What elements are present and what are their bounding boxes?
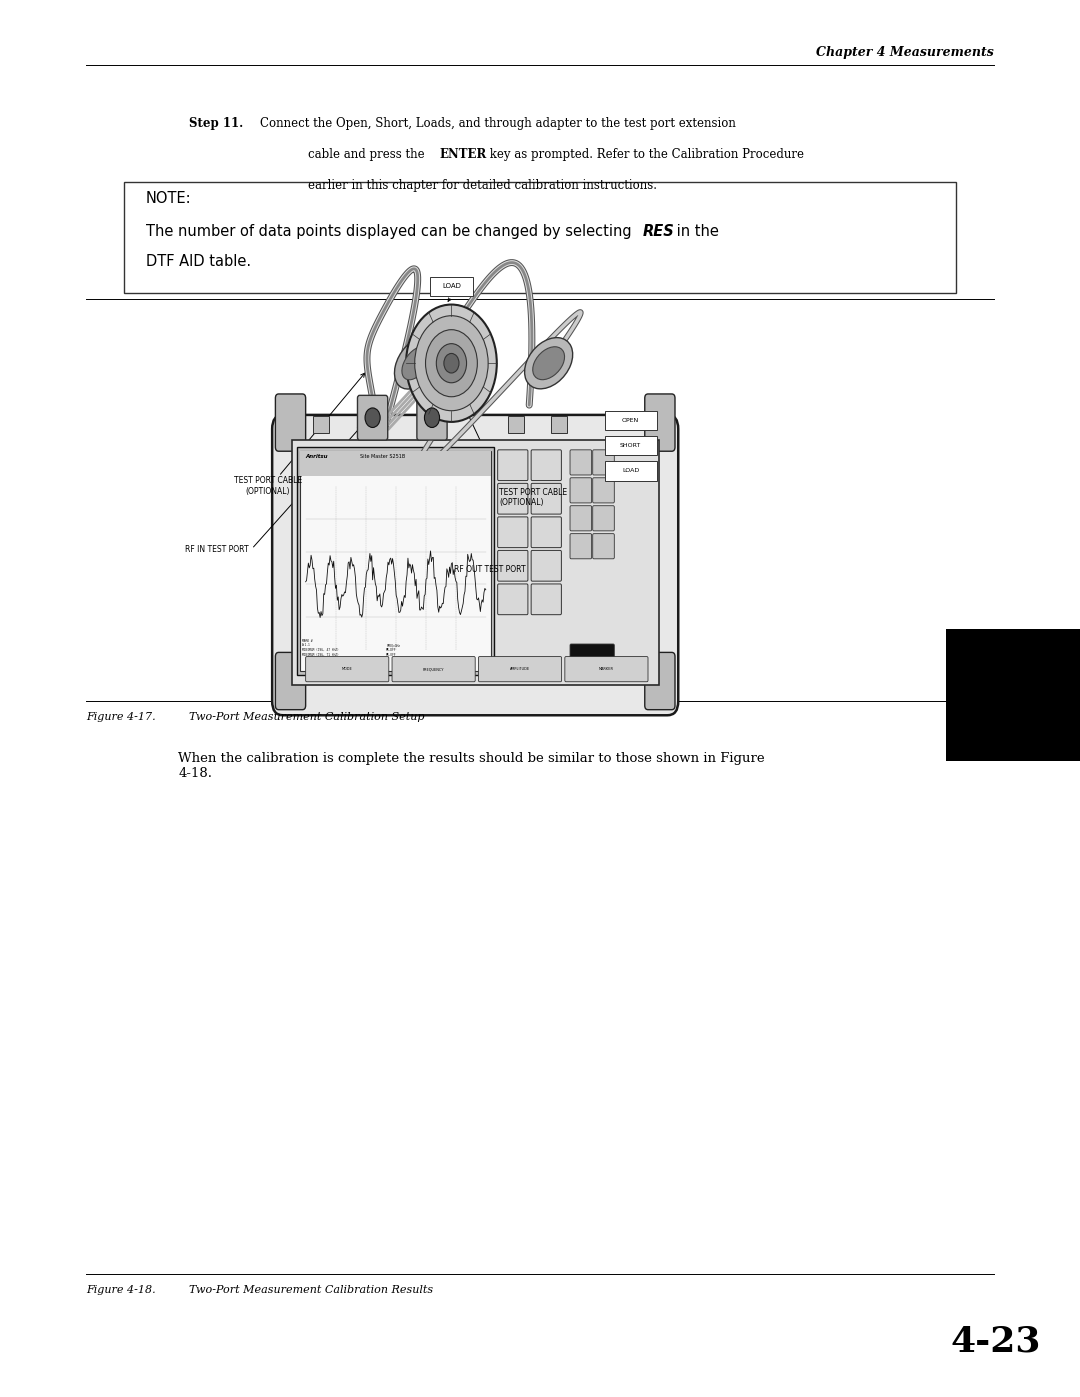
- Text: Two-Port Measurement Calibration Setup: Two-Port Measurement Calibration Setup: [189, 712, 424, 722]
- FancyBboxPatch shape: [565, 657, 648, 682]
- Bar: [297, 447, 495, 675]
- Text: Anritsu: Anritsu: [306, 454, 328, 460]
- FancyBboxPatch shape: [645, 652, 675, 710]
- Text: Chapter 4 Measurements: Chapter 4 Measurements: [815, 46, 994, 59]
- Text: NOTE:: NOTE:: [146, 191, 191, 207]
- Text: AMPLITUDE: AMPLITUDE: [510, 668, 530, 671]
- Text: cable and press the: cable and press the: [308, 148, 428, 161]
- Text: TEST PORT CABLE
(OPTIONAL): TEST PORT CABLE (OPTIONAL): [233, 476, 302, 496]
- FancyBboxPatch shape: [357, 395, 388, 440]
- Text: FREQUENCY: FREQUENCY: [423, 668, 444, 671]
- Text: RF OUT TEST PORT: RF OUT TEST PORT: [454, 566, 525, 574]
- FancyBboxPatch shape: [593, 450, 615, 475]
- Bar: [551, 416, 567, 433]
- FancyBboxPatch shape: [605, 411, 657, 430]
- FancyBboxPatch shape: [478, 657, 562, 682]
- Ellipse shape: [525, 338, 572, 388]
- FancyBboxPatch shape: [498, 550, 528, 581]
- Text: MARKER: MARKER: [599, 668, 613, 671]
- FancyBboxPatch shape: [531, 450, 562, 481]
- Text: RES: RES: [643, 224, 674, 239]
- Bar: [124, 182, 956, 293]
- Text: Figure 4-17.: Figure 4-17.: [86, 712, 156, 722]
- FancyBboxPatch shape: [531, 550, 562, 581]
- Ellipse shape: [394, 338, 437, 388]
- FancyBboxPatch shape: [570, 644, 615, 669]
- FancyBboxPatch shape: [531, 517, 562, 548]
- Circle shape: [426, 330, 477, 397]
- Text: MODE: MODE: [342, 668, 352, 671]
- Text: ENTER: ENTER: [440, 148, 487, 161]
- Bar: [300, 451, 491, 671]
- Circle shape: [415, 316, 488, 411]
- Bar: [508, 416, 524, 433]
- Bar: [292, 440, 659, 685]
- Text: key as prompted. Refer to the Calibration Procedure: key as prompted. Refer to the Calibratio…: [486, 148, 804, 161]
- FancyBboxPatch shape: [645, 394, 675, 451]
- Ellipse shape: [402, 346, 430, 380]
- FancyBboxPatch shape: [498, 584, 528, 615]
- FancyBboxPatch shape: [531, 584, 562, 615]
- Circle shape: [406, 305, 497, 422]
- Circle shape: [436, 344, 467, 383]
- Text: The number of data points displayed can be changed by selecting: The number of data points displayed can …: [146, 224, 636, 239]
- Ellipse shape: [532, 346, 565, 380]
- FancyBboxPatch shape: [498, 450, 528, 481]
- Text: LOAD: LOAD: [442, 284, 461, 289]
- Text: DTF AID table.: DTF AID table.: [146, 254, 251, 270]
- FancyBboxPatch shape: [417, 395, 447, 440]
- FancyBboxPatch shape: [275, 652, 306, 710]
- Text: 4-23: 4-23: [950, 1324, 1041, 1358]
- Circle shape: [365, 408, 380, 427]
- FancyBboxPatch shape: [392, 657, 475, 682]
- Bar: [300, 451, 491, 476]
- FancyBboxPatch shape: [570, 534, 592, 559]
- FancyBboxPatch shape: [605, 436, 657, 455]
- Circle shape: [424, 408, 440, 427]
- Text: LOAD: LOAD: [622, 468, 639, 474]
- FancyBboxPatch shape: [498, 517, 528, 548]
- Text: FREQ=GHz
MR-DFF
MR-OFF: FREQ=GHz MR-DFF MR-OFF: [387, 644, 401, 657]
- FancyBboxPatch shape: [570, 506, 592, 531]
- Bar: [313, 416, 329, 433]
- FancyBboxPatch shape: [531, 483, 562, 514]
- FancyBboxPatch shape: [570, 478, 592, 503]
- FancyBboxPatch shape: [430, 277, 473, 296]
- Bar: [946, 629, 1080, 761]
- Text: Figure 4-18.: Figure 4-18.: [86, 1285, 156, 1295]
- Text: TEST PORT CABLE
(OPTIONAL): TEST PORT CABLE (OPTIONAL): [499, 488, 567, 507]
- Text: When the calibration is complete the results should be similar to those shown in: When the calibration is complete the res…: [178, 752, 765, 780]
- FancyBboxPatch shape: [498, 483, 528, 514]
- Text: Site Master S251B: Site Master S251B: [360, 454, 405, 460]
- FancyBboxPatch shape: [272, 415, 678, 715]
- FancyBboxPatch shape: [593, 534, 615, 559]
- Text: SHORT: SHORT: [620, 443, 642, 448]
- Circle shape: [444, 353, 459, 373]
- FancyBboxPatch shape: [593, 506, 615, 531]
- Text: Connect the Open, Short, Loads, and through adapter to the test port extension: Connect the Open, Short, Loads, and thro…: [260, 117, 737, 130]
- Text: Two-Port Measurement Calibration Results: Two-Port Measurement Calibration Results: [189, 1285, 433, 1295]
- Text: RF IN TEST PORT: RF IN TEST PORT: [185, 545, 248, 553]
- FancyBboxPatch shape: [593, 478, 615, 503]
- Text: Step 11.: Step 11.: [189, 117, 243, 130]
- Text: OPEN: OPEN: [622, 418, 639, 423]
- FancyBboxPatch shape: [570, 450, 592, 475]
- FancyBboxPatch shape: [306, 657, 389, 682]
- FancyBboxPatch shape: [275, 394, 306, 451]
- FancyBboxPatch shape: [605, 461, 657, 481]
- Text: in the: in the: [672, 224, 718, 239]
- Text: MARK #
A:1.1
MINIMUM (19G, 47 HHZ)
MINIMUM (19G, 71 HHZ): MARK # A:1.1 MINIMUM (19G, 47 HHZ) MINIM…: [302, 638, 339, 657]
- Text: earlier in this chapter for detailed calibration instructions.: earlier in this chapter for detailed cal…: [308, 179, 657, 191]
